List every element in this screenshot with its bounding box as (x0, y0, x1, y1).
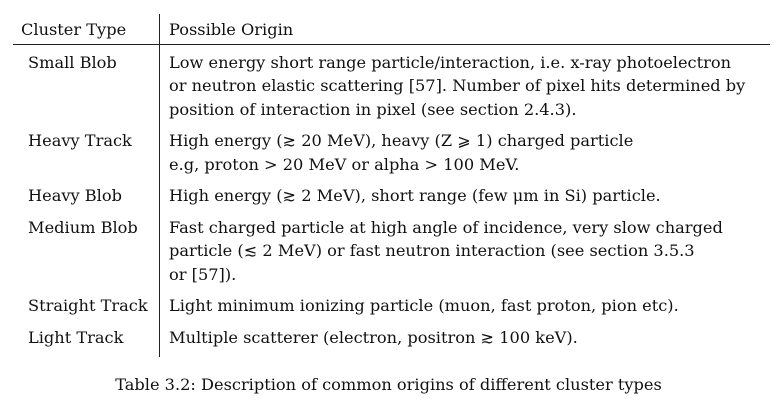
origin-line: High energy (≳ 20 MeV), heavy (Z ⩾ 1) ch… (169, 131, 634, 150)
origin-line: Multiple scatterer (electron, positron ≳… (169, 327, 578, 347)
cluster-type-cell: Heavy Blob (28, 186, 122, 205)
table-header-row: Cluster Type Possible Origin (13, 14, 770, 45)
header-possible-origin: Possible Origin (159, 14, 770, 45)
origin-cell: High energy (≳ 20 MeV), heavy (Z ⩾ 1) ch… (159, 129, 770, 184)
origin-cell: Multiple scatterer (electron, positron ≳… (159, 325, 770, 357)
origin-cell: Low energy short range particle/interact… (159, 44, 770, 129)
origin-line: e.g, proton > 20 MeV or alpha > 100 MeV. (169, 154, 520, 174)
table-row: Medium Blob Fast charged particle at hig… (13, 215, 770, 294)
table-row: Light Track Multiple scatterer (electron… (13, 325, 770, 357)
origin-line: or neutron elastic scattering [57]. Numb… (169, 76, 746, 95)
origin-cell: Light minimum ionizing particle (muon, f… (159, 294, 770, 326)
cluster-origin-table-wrapper: Cluster Type Possible Origin Small Blob … (13, 14, 770, 357)
table-row: Straight Track Light minimum ionizing pa… (13, 294, 770, 326)
cluster-type-cell: Straight Track (28, 296, 148, 315)
origin-line: High energy (≳ 2 MeV), short range (few … (169, 186, 661, 205)
cluster-origin-table: Cluster Type Possible Origin Small Blob … (13, 14, 770, 357)
cluster-type-cell: Medium Blob (28, 217, 138, 237)
table-row: Heavy Blob High energy (≳ 2 MeV), short … (13, 184, 770, 216)
origin-line: or [57]). (169, 264, 237, 284)
cluster-type-cell: Light Track (28, 327, 124, 347)
origin-cell: Fast charged particle at high angle of i… (159, 215, 770, 294)
cluster-type-cell: Heavy Track (28, 131, 132, 150)
origin-line: position of interaction in pixel (see se… (169, 99, 577, 119)
table-caption: Table 3.2: Description of common origins… (115, 375, 662, 394)
origin-line: Light minimum ionizing particle (muon, f… (169, 296, 679, 315)
origin-line: Low energy short range particle/interact… (169, 52, 732, 72)
cluster-type-cell: Small Blob (28, 52, 117, 72)
origin-line: Fast charged particle at high angle of i… (169, 217, 723, 237)
origin-cell: High energy (≳ 2 MeV), short range (few … (159, 184, 770, 216)
table-row: Small Blob Low energy short range partic… (13, 44, 770, 129)
header-cluster-type: Cluster Type (13, 14, 160, 45)
origin-line: particle (≲ 2 MeV) or fast neutron inter… (169, 241, 695, 260)
table-row: Heavy Track High energy (≳ 20 MeV), heav… (13, 129, 770, 184)
